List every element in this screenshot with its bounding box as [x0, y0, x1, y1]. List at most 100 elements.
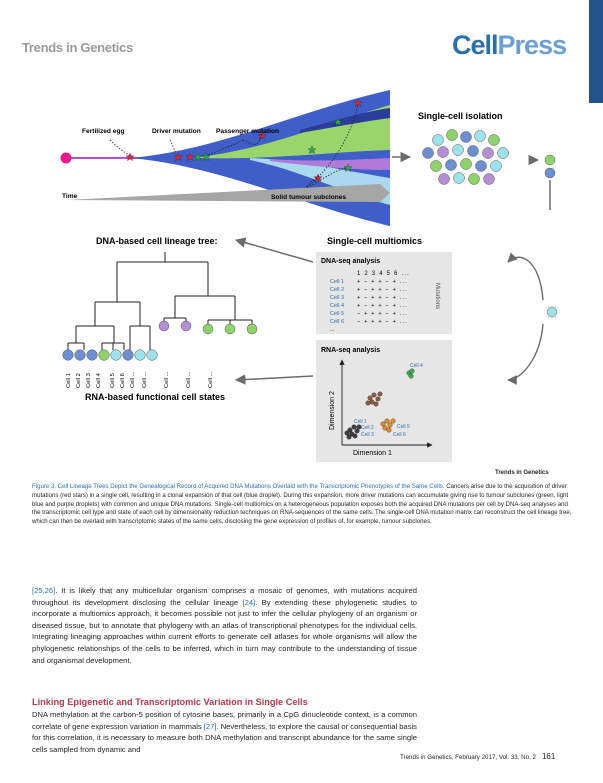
side-color-bar: [589, 0, 603, 103]
cellpress-logo: CellPress: [452, 30, 567, 61]
multiomics-title: Single-cell multiomics: [327, 236, 422, 246]
scatter-label-cell5: Cell 5: [397, 424, 410, 430]
tumour-expansion-fan: [66, 90, 390, 226]
passenger-star: [333, 117, 343, 126]
isolated-cell: [430, 160, 442, 172]
to-rnaseq-arrow: [507, 323, 544, 385]
figure-3-illustration: Fertilized egg Driver mutation Passenger…: [60, 90, 558, 462]
rnaseq-panel: [316, 340, 452, 462]
dnaseq-title: DNA-seq analysis: [321, 258, 380, 265]
leaf-cell: [62, 349, 74, 361]
isolated-cell: [445, 159, 457, 171]
leaf-cell-label: Cell ...: [208, 371, 214, 388]
isolated-cell: [437, 146, 449, 158]
leaf-cell-label: Cell ...: [164, 371, 170, 388]
sorted-cell: [544, 167, 556, 179]
matrix-row-values: − + + + − + ...: [357, 311, 408, 317]
caption-body: Cancers arise due to the acquisition of …: [32, 483, 572, 526]
to-dnaseq-arrow: [507, 252, 544, 301]
body-paragraph-2: DNA methylation at the carbon-5 position…: [32, 709, 417, 755]
isolated-cell: [453, 172, 465, 184]
sorted-cells: [544, 154, 556, 179]
matrix-row-values: + − + + − + ...: [357, 295, 408, 301]
figure-caption: Figure 3. Cell Lineage Trees Depict the …: [32, 483, 572, 527]
lineage-tree-title: DNA-based cell lineage tree:: [96, 236, 218, 246]
scatter-label-cell2: Cell 2: [361, 425, 374, 431]
driver-star: [125, 152, 135, 161]
scatter-label-cell3: Cell 3: [361, 432, 374, 438]
logo-cell-text: Cell: [452, 30, 499, 60]
isolated-cell: [482, 147, 494, 159]
leaf-cell-label: Cell 3: [86, 373, 92, 388]
subclone-purple-fan: [270, 158, 390, 170]
driver-star: [185, 152, 195, 161]
fertilized-egg-dot: [60, 152, 72, 164]
leaf-cell: [146, 349, 158, 361]
matrix-row-label: Cell 4: [330, 303, 344, 309]
driver-star: [173, 152, 183, 161]
subclone-dark-fan: [300, 108, 390, 133]
dnaseq-panel: [316, 252, 452, 334]
leaf-cell: [86, 349, 98, 361]
isolated-cell: [483, 173, 495, 185]
dimension-2-label: Dimension 2: [329, 391, 336, 430]
leaf-cell-label: Cell 2: [76, 373, 82, 388]
sorted-cell: [544, 154, 556, 166]
mutation-matrix: Cell 1 + − + + − + ... Cell 2 + − + + − + .…: [330, 279, 408, 333]
driver-star: [353, 98, 363, 107]
isolated-cell: [488, 134, 500, 146]
matrix-row-ellipsis: ...: [330, 327, 335, 333]
single-cell-isolation-label: Single-cell isolation: [418, 111, 503, 121]
leaf-cell-labels: Cell 1 Cell 2 Cell 3 Cell 4 Cell 5 Cell 6 Cell…: [66, 371, 214, 388]
body-text: . By extending these phylogenetic studie…: [32, 597, 417, 665]
matrix-row-values: + − + + − + ...: [357, 279, 408, 285]
driver-star: [257, 131, 267, 140]
driver-mutation-label: Driver mutation: [152, 128, 201, 135]
isolated-cell: [475, 160, 487, 172]
body-paragraph-1: [25,26]. It is likely that any multicell…: [32, 585, 417, 666]
rnaseq-title: RNA-seq analysis: [321, 347, 380, 354]
passenger-star: [343, 163, 353, 172]
dna-to-tree-arrow: [234, 237, 314, 263]
leaf-cell-label: Cell 1: [66, 373, 72, 388]
isolated-cell: [474, 130, 486, 142]
rna-to-states-arrow: [234, 374, 314, 385]
sorted-cell-single: [546, 306, 558, 318]
passenger-star: [193, 152, 203, 161]
matrix-row-label: Cell 3: [330, 295, 344, 301]
body-text: DNA methylation at the carbon-5 position…: [32, 710, 417, 731]
fertilized-egg-label: Fertilized egg: [82, 128, 125, 135]
matrix-row-label: Cell 6: [330, 319, 344, 325]
lineage-tree: [67, 252, 253, 350]
matrix-row-values: − + + + − + ...: [357, 319, 408, 325]
scatter-cluster-brown: [365, 391, 383, 407]
caption-title: Figure 3. Cell Lineage Trees Depict the …: [32, 483, 445, 490]
isolated-cell: [422, 147, 434, 159]
rna-states-label: RNA-based functional cell states: [85, 392, 225, 402]
isolated-cell: [460, 158, 472, 170]
scatter-label-cell1: Cell 1: [354, 419, 367, 425]
reference-link[interactable]: [24]: [242, 597, 256, 607]
passenger-star: [307, 145, 317, 154]
reference-link[interactable]: [27]: [203, 721, 217, 731]
passenger-mutation-label: Passenger mutation: [216, 128, 279, 135]
tree-leaf-cells: [158, 320, 258, 335]
section-heading: Linking Epigenetic and Transcriptomic Va…: [32, 697, 308, 707]
leaf-cell: [110, 349, 122, 361]
leaf-cell: [98, 349, 110, 361]
leaf-cell-label: Cell ...: [186, 371, 192, 388]
scatter-cluster-orange: [380, 418, 396, 433]
isolated-cell: [467, 145, 479, 157]
mutations-axis-label: Mutations: [434, 283, 440, 309]
dimension-1-label: Dimension 1: [353, 450, 392, 457]
leaf-cell-label: Cell ...: [142, 371, 148, 388]
journal-name: Trends in Genetics: [22, 40, 133, 55]
scatter-cluster-dark: [344, 424, 362, 440]
solid-tumour-subclones-label: Solid tumour subclones: [271, 194, 346, 201]
scatter-label-cell4: Cell 4: [410, 363, 423, 369]
isolated-cell: [497, 147, 509, 159]
figure-credit: Trends in Genetics: [495, 470, 549, 476]
isolated-cell: [452, 144, 464, 156]
reference-link[interactable]: [25,26]: [32, 586, 56, 595]
leaf-cell-label: Cell ...: [130, 371, 136, 388]
